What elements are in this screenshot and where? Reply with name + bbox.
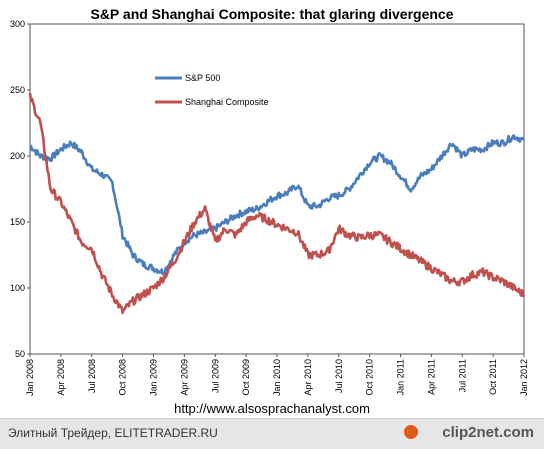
brand-name[interactable]: clip2net.com bbox=[442, 424, 534, 441]
x-tick-label: Oct 2008 bbox=[118, 359, 128, 396]
x-tick-label: Jul 2011 bbox=[457, 359, 467, 392]
x-tick-label: Apr 2008 bbox=[56, 359, 66, 396]
y-tick-label: 250 bbox=[10, 85, 25, 95]
x-tick-label: Apr 2009 bbox=[179, 359, 189, 396]
x-tick-label: Jan 2010 bbox=[272, 359, 282, 396]
footer-bar: Элитный Трейдер, ELITETRADER.RU clip2net… bbox=[0, 418, 544, 449]
y-tick-label: 50 bbox=[15, 349, 25, 359]
x-tick-label: Oct 2010 bbox=[365, 359, 375, 396]
x-tick-label: Jul 2009 bbox=[210, 359, 220, 393]
footer-text: Элитный Трейдер, ELITETRADER.RU bbox=[8, 426, 218, 440]
source-url[interactable]: http://www.alsosprachanalyst.com bbox=[174, 401, 370, 416]
series-layer bbox=[28, 92, 526, 315]
x-tick-label: Oct 2009 bbox=[241, 359, 251, 396]
legend-label: Shanghai Composite bbox=[185, 97, 269, 107]
legend: S&P 500 Shanghai Composite bbox=[155, 73, 269, 107]
series-line bbox=[28, 92, 526, 315]
x-tick-label: Jul 2010 bbox=[334, 359, 344, 393]
x-tick-label: Jul 2008 bbox=[87, 359, 97, 393]
brand-name-text: clip2net bbox=[442, 424, 499, 441]
legend-label: S&P 500 bbox=[185, 73, 220, 83]
y-tick-label: 300 bbox=[10, 19, 25, 29]
chart-title: S&P and Shanghai Composite: that glaring… bbox=[90, 6, 454, 22]
brand-suffix: .com bbox=[498, 424, 534, 441]
x-tick-label: Jan 2008 bbox=[25, 359, 35, 396]
x-tick-label: Apr 2010 bbox=[303, 359, 313, 396]
x-tick-label: Jan 2011 bbox=[396, 359, 406, 395]
y-tick-label: 100 bbox=[10, 283, 25, 293]
x-tick-label: Oct 2011 bbox=[488, 359, 498, 395]
x-tick-label: Apr 2011 bbox=[426, 359, 436, 395]
x-tick-label: Jan 2012 bbox=[519, 359, 529, 396]
clip2net-logo-icon bbox=[404, 425, 418, 439]
x-axis: Jan 2008 Apr 2008 Jul 2008 Oct 2008 Jan 2009… bbox=[25, 354, 529, 396]
x-tick-label: Jan 2009 bbox=[149, 359, 159, 396]
chart-area: 50 100 150 200 250 300 Jan 2008 Apr 2008 Jul 20… bbox=[10, 19, 529, 396]
y-tick-label: 200 bbox=[10, 151, 25, 161]
plot-frame bbox=[29, 23, 525, 355]
y-tick-label: 150 bbox=[10, 217, 25, 227]
y-axis: 50 100 150 200 250 300 bbox=[10, 19, 30, 359]
series-line bbox=[29, 134, 526, 276]
